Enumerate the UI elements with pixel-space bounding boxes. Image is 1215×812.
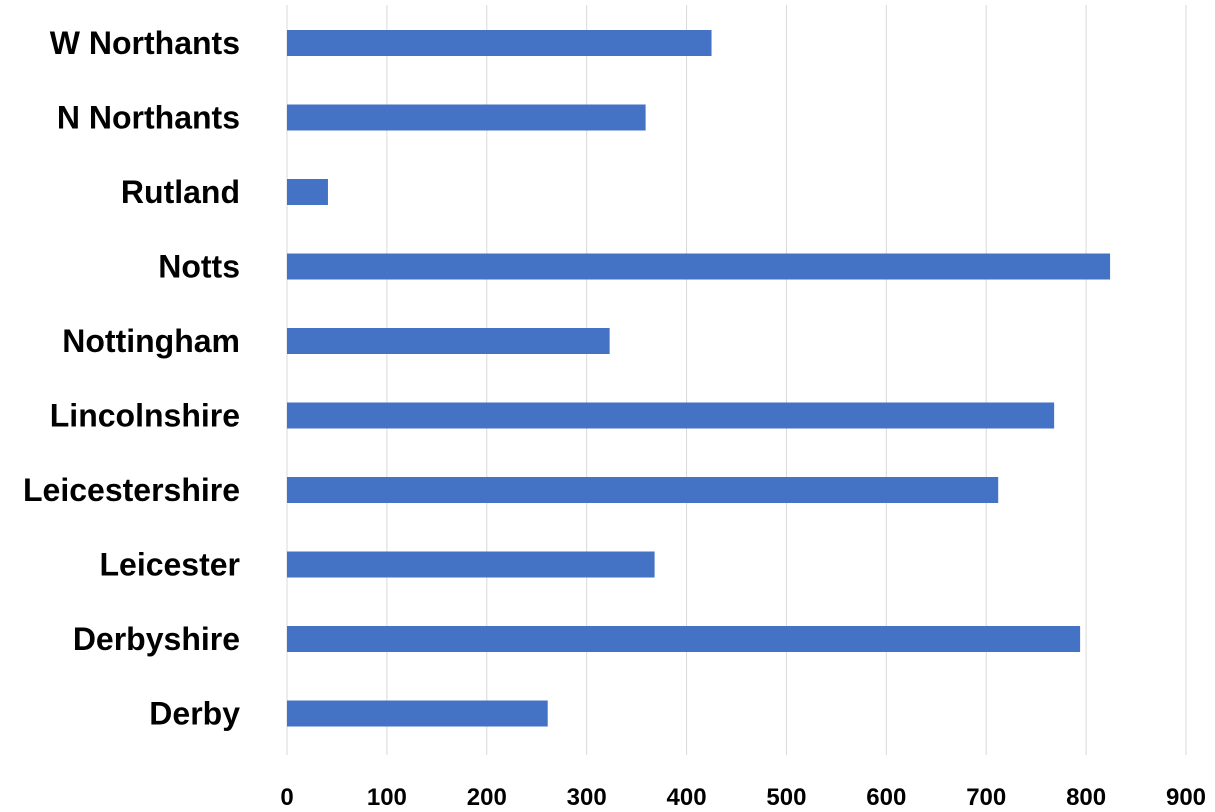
x-tick-label-700: 700 bbox=[966, 784, 1006, 811]
bar-rutland[interactable] bbox=[287, 179, 328, 205]
bar-leicester[interactable] bbox=[287, 551, 655, 578]
x-tick-label-900: 900 bbox=[1166, 784, 1206, 811]
bar-lincolnshire[interactable] bbox=[287, 402, 1055, 429]
category-label-leicestershire: Leicestershire bbox=[23, 472, 240, 508]
bar-notts[interactable] bbox=[287, 253, 1111, 280]
bar-w-northants[interactable] bbox=[287, 30, 712, 56]
category-label-w-northants: W Northants bbox=[50, 25, 240, 61]
category-label-lincolnshire: Lincolnshire bbox=[50, 398, 240, 434]
category-label-nottingham: Nottingham bbox=[62, 323, 240, 359]
x-tick-label-500: 500 bbox=[766, 784, 806, 811]
category-label-derby: Derby bbox=[149, 696, 240, 732]
x-tick-label-0: 0 bbox=[280, 784, 293, 811]
x-tick-label-800: 800 bbox=[1066, 784, 1106, 811]
bars bbox=[287, 30, 1111, 727]
bar-nottingham[interactable] bbox=[287, 328, 610, 354]
x-tick-label-400: 400 bbox=[667, 784, 707, 811]
bar-derby[interactable] bbox=[287, 700, 548, 727]
category-labels: W Northants N Northants Rutland Notts Nottin… bbox=[23, 25, 240, 732]
bar-leicestershire[interactable] bbox=[287, 477, 999, 503]
bar-derbyshire[interactable] bbox=[287, 626, 1081, 652]
category-label-notts: Notts bbox=[158, 249, 240, 285]
x-tick-label-100: 100 bbox=[367, 784, 407, 811]
x-tick-label-300: 300 bbox=[567, 784, 607, 811]
category-label-derbyshire: Derbyshire bbox=[73, 621, 240, 657]
x-axis-tick-labels: 0 100 200 300 400 500 600 700 800 900 bbox=[280, 784, 1206, 811]
category-label-rutland: Rutland bbox=[121, 174, 240, 210]
category-label-n-northants: N Northants bbox=[57, 100, 240, 136]
category-label-leicester: Leicester bbox=[99, 547, 240, 583]
x-tick-label-600: 600 bbox=[866, 784, 906, 811]
x-tick-label-200: 200 bbox=[467, 784, 507, 811]
bar-n-northants[interactable] bbox=[287, 104, 646, 131]
